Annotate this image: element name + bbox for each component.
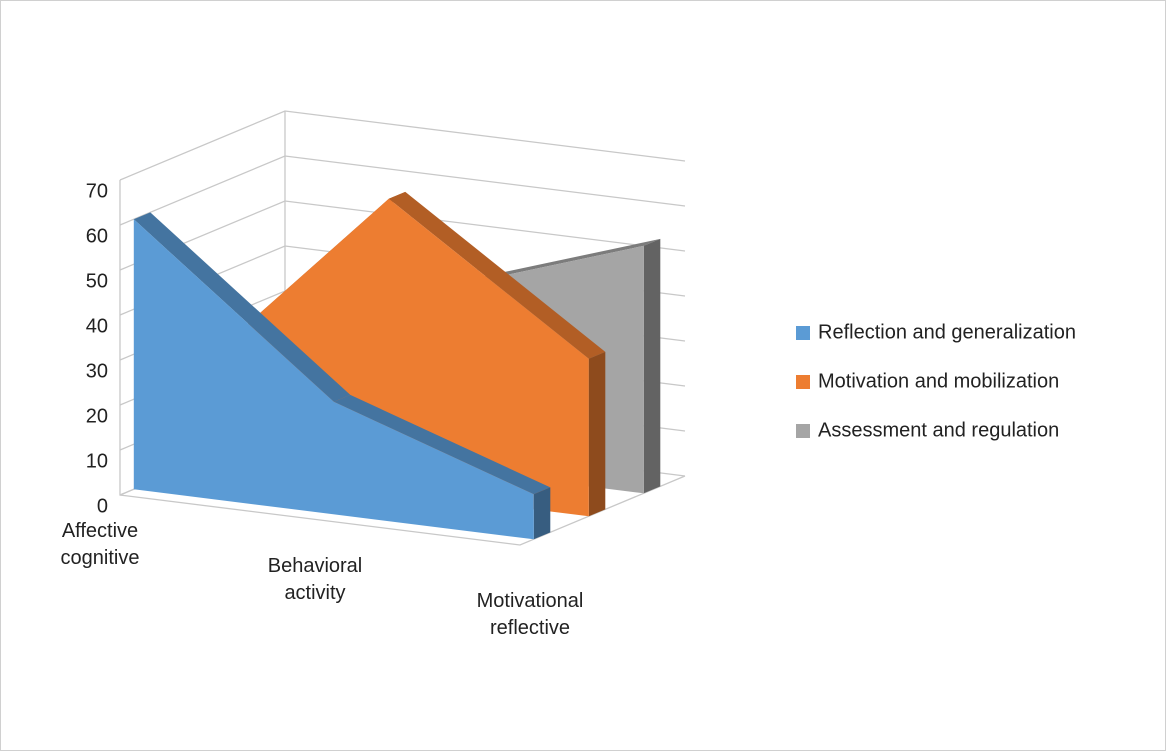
legend-label: Assessment and regulation [818,419,1059,441]
x-tick-label: Affective cognitive [61,520,140,569]
y-tick-label: 30 [86,360,108,382]
legend-label: Reflection and generalization [818,321,1076,343]
y-tick-label: 70 [86,180,108,202]
legend-swatch [796,326,810,340]
y-tick-label: 20 [86,405,108,427]
legend-swatch [796,424,810,438]
y-tick-label: 10 [86,450,108,472]
legend: Reflection and generalization Motivation … [796,321,1076,441]
legend-swatch [796,375,810,389]
area-side [643,238,661,494]
x-tick-label: Motivational reflective [477,590,584,639]
area-side [588,351,606,517]
legend-label: Motivation and mobilization [818,370,1059,392]
area-top [388,191,606,359]
area-top [333,394,551,495]
y-tick-label: 60 [86,225,108,247]
y-tick-label: 40 [86,315,108,337]
area-top [133,212,351,402]
area-side [533,487,551,540]
x-tick-label: Behavioral activity [268,555,363,604]
y-tick-label: 0 [97,495,108,517]
plot-area: 0 10 20 30 40 50 60 70 Affective cognitive Behavio… [61,110,686,639]
area [133,219,534,540]
y-tick-label: 50 [86,270,108,292]
